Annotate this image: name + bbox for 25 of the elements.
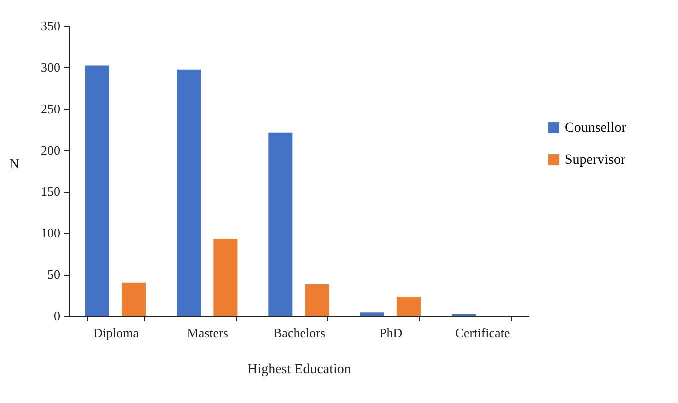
x-axis-title: Highest Education xyxy=(248,362,352,378)
x-tick-label: Diploma xyxy=(93,326,140,340)
y-tick-label: 150 xyxy=(41,184,60,200)
legend-label: Supervisor xyxy=(565,153,626,168)
bar xyxy=(214,238,238,316)
y-tick-label: 350 xyxy=(41,18,60,34)
x-tick-label: PhD xyxy=(380,326,403,340)
bar xyxy=(396,296,421,316)
y-tick-label: 200 xyxy=(41,142,60,158)
legend-label: Counsellor xyxy=(565,121,627,136)
y-tick-label: 0 xyxy=(54,308,60,324)
bar xyxy=(122,282,146,316)
bar xyxy=(177,70,202,316)
bar xyxy=(360,312,384,316)
x-tick-label: Certificate xyxy=(455,326,510,340)
y-tick-label: 250 xyxy=(41,101,60,116)
bar xyxy=(85,66,110,316)
x-tick-label: Bachelors xyxy=(274,326,326,340)
bar xyxy=(268,132,293,316)
bar xyxy=(305,284,330,316)
x-tick-label: Masters xyxy=(187,326,228,340)
y-tick-label: 300 xyxy=(41,60,60,75)
y-tick-label: 50 xyxy=(48,267,60,282)
y-axis-title: N xyxy=(9,158,20,172)
y-tick-label: 100 xyxy=(41,226,60,241)
